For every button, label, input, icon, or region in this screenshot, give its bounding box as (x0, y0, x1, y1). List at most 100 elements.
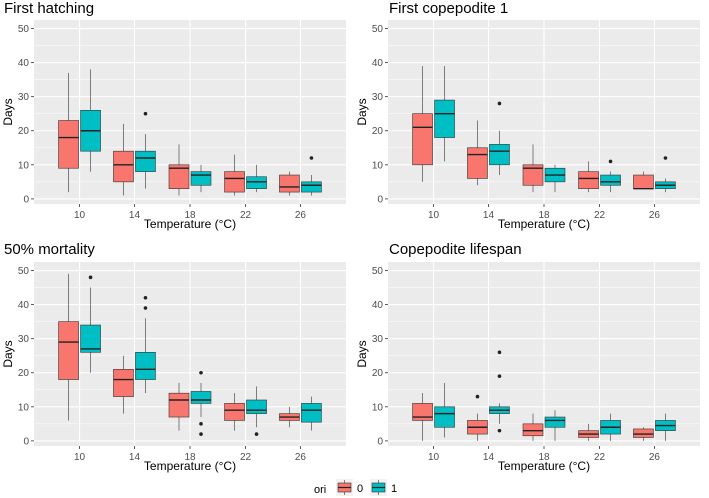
box-0-22 (578, 161, 599, 193)
outlier-point (608, 159, 613, 164)
box-iqr (600, 174, 621, 186)
box-1-10 (434, 66, 455, 162)
outlier-point (254, 432, 259, 436)
x-tick-label: 26 (295, 210, 307, 221)
y-tick-label: 40 (372, 58, 384, 69)
x-tick-label: 26 (649, 452, 661, 463)
outlier-point (497, 374, 502, 378)
y-tick-label: 50 (372, 266, 384, 277)
y-tick-label: 10 (18, 402, 30, 413)
box-iqr (434, 99, 455, 138)
y-tick-label: 30 (18, 92, 30, 103)
legend: ori 0 1 (314, 479, 397, 496)
box-1-26 (301, 156, 322, 196)
box-1-22 (246, 386, 267, 436)
x-tick-label: 14 (483, 210, 495, 221)
y-tick-label: 50 (18, 266, 30, 277)
x-axis-label: Temperature (°C) (144, 459, 236, 473)
y-tick-label: 20 (18, 368, 30, 379)
y-tick-label: 40 (18, 300, 30, 311)
x-tick-label: 22 (594, 210, 606, 221)
box-0-22 (224, 393, 245, 431)
panel-3: 50% mortality 0 10 20 30 40 50 10 14 18 22 26 Temper… (1, 241, 346, 473)
box-1-18 (544, 164, 566, 193)
box-iqr (467, 147, 488, 179)
outlier-point (88, 275, 93, 280)
box-iqr (168, 164, 190, 189)
panel-1: First hatching 0 10 20 30 40 50 10 14 18 22 26 Tempe… (1, 0, 346, 231)
outlier-point (475, 394, 480, 399)
y-tick-label: 40 (18, 58, 30, 69)
y-tick-label: 50 (18, 24, 30, 35)
y-tick-label: 20 (372, 126, 384, 137)
box-iqr (224, 171, 245, 193)
box-0-18 (522, 144, 544, 193)
box-0-14 (467, 394, 488, 441)
x-tick-label: 26 (295, 452, 307, 463)
x-tick-label: 22 (240, 452, 252, 463)
x-tick-label: 14 (129, 210, 141, 221)
outlier-point (497, 350, 502, 355)
outlier-point (143, 295, 148, 300)
panel-title: First hatching (4, 0, 94, 17)
box-iqr (58, 321, 79, 380)
box-iqr (190, 171, 212, 186)
box-0-26 (633, 427, 654, 441)
box-0-14 (467, 120, 488, 186)
outlier-point (497, 101, 502, 106)
box-0-10 (58, 273, 79, 421)
y-tick-label: 0 (23, 436, 29, 447)
box-0-26 (279, 171, 300, 196)
outlier-point (199, 432, 203, 436)
box-0-22 (578, 423, 599, 441)
y-tick-label: 10 (372, 160, 384, 171)
box-iqr (246, 399, 267, 414)
box-iqr (113, 150, 134, 183)
x-tick-label: 14 (129, 452, 141, 463)
legend-key-0 (336, 479, 353, 496)
y-tick-label: 40 (372, 300, 384, 311)
legend-label: 0 (357, 483, 363, 495)
x-tick-label: 10 (428, 210, 440, 221)
box-iqr (190, 391, 212, 404)
box-iqr (279, 174, 300, 193)
box-1-14 (135, 295, 156, 394)
box-1-14 (135, 111, 156, 189)
x-tick-label: 10 (74, 210, 86, 221)
outlier-point (143, 306, 148, 310)
box-1-26 (655, 156, 676, 193)
box-iqr (135, 150, 156, 172)
y-tick-label: 30 (372, 92, 384, 103)
panel-4: Copepodite lifespan 0 10 20 30 40 50 10 14 18 22 26… (355, 241, 700, 473)
box-iqr (168, 392, 190, 418)
box-0-10 (412, 66, 433, 182)
box-0-18 (522, 413, 544, 441)
y-tick-label: 0 (23, 194, 29, 205)
outlier-point (143, 111, 148, 116)
x-tick-label: 18 (184, 210, 196, 221)
x-axis-label: Temperature (°C) (144, 217, 236, 231)
box-iqr (246, 176, 267, 189)
legend-title: ori (314, 484, 326, 496)
x-tick-label: 22 (594, 452, 606, 463)
x-tick-label: 18 (184, 452, 196, 463)
x-axis-label: Temperature (°C) (498, 217, 590, 231)
y-tick-label: 0 (377, 436, 383, 447)
box-1-14 (489, 350, 510, 433)
outlier-point (309, 156, 314, 160)
box-iqr (633, 428, 654, 438)
y-tick-label: 10 (18, 160, 30, 171)
box-iqr (633, 174, 654, 189)
x-tick-label: 10 (428, 452, 440, 463)
box-iqr (434, 406, 455, 428)
box-0-26 (633, 171, 654, 190)
y-tick-label: 50 (372, 24, 384, 35)
x-tick-label: 18 (538, 452, 550, 463)
box-iqr (412, 113, 433, 166)
box-iqr (135, 351, 156, 380)
box-iqr (578, 171, 599, 189)
x-axis-label: Temperature (°C) (498, 459, 590, 473)
box-1-18 (190, 370, 212, 436)
box-0-14 (113, 355, 134, 414)
